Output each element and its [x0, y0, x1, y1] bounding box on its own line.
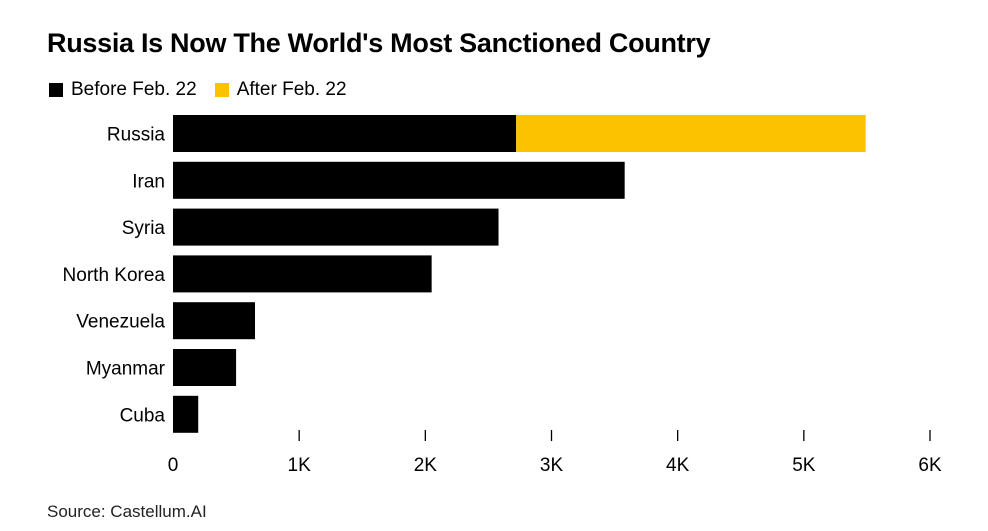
chart-title: Russia Is Now The World's Most Sanctione…	[47, 28, 711, 58]
category-label-myanmar: Myanmar	[86, 359, 166, 380]
bar-russia-after	[516, 115, 866, 152]
x-tick-label: 4K	[666, 455, 690, 476]
category-label-syria: Syria	[122, 218, 166, 239]
legend-label-before: Before Feb. 22	[71, 79, 197, 100]
legend-swatch-after	[214, 83, 229, 97]
bar-venezuela-before	[173, 302, 256, 340]
legend-item-after: After Feb. 22	[214, 79, 347, 101]
legend-item-before: Before Feb. 22	[49, 79, 197, 101]
x-tick-label: 1K	[288, 455, 312, 476]
category-label-russia: Russia	[107, 125, 166, 146]
x-tick-label: 3K	[540, 455, 564, 476]
bar-iran-before	[173, 161, 625, 199]
x-tick-label: 2K	[414, 455, 438, 476]
x-tick-label: 6K	[918, 455, 942, 476]
bar-syria-before	[173, 208, 499, 246]
x-tick-label: 5K	[792, 455, 816, 476]
bar-russia-before	[173, 115, 517, 152]
category-label-north-korea: North Korea	[63, 265, 166, 286]
category-label-cuba: Cuba	[120, 405, 166, 426]
source-note: Source: Castellum.AI	[47, 502, 207, 521]
bar-cuba-before	[173, 395, 199, 433]
legend-swatch-before	[49, 83, 63, 97]
legend: Before Feb. 22 After Feb. 22	[49, 79, 365, 101]
category-label-venezuela: Venezuela	[76, 312, 165, 333]
legend-label-after: After Feb. 22	[236, 79, 347, 100]
bar-north-korea-before	[173, 255, 432, 293]
x-tick-label: 0	[168, 455, 179, 476]
bar-myanmar-before	[173, 349, 237, 386]
category-label-iran: Iran	[132, 171, 165, 192]
